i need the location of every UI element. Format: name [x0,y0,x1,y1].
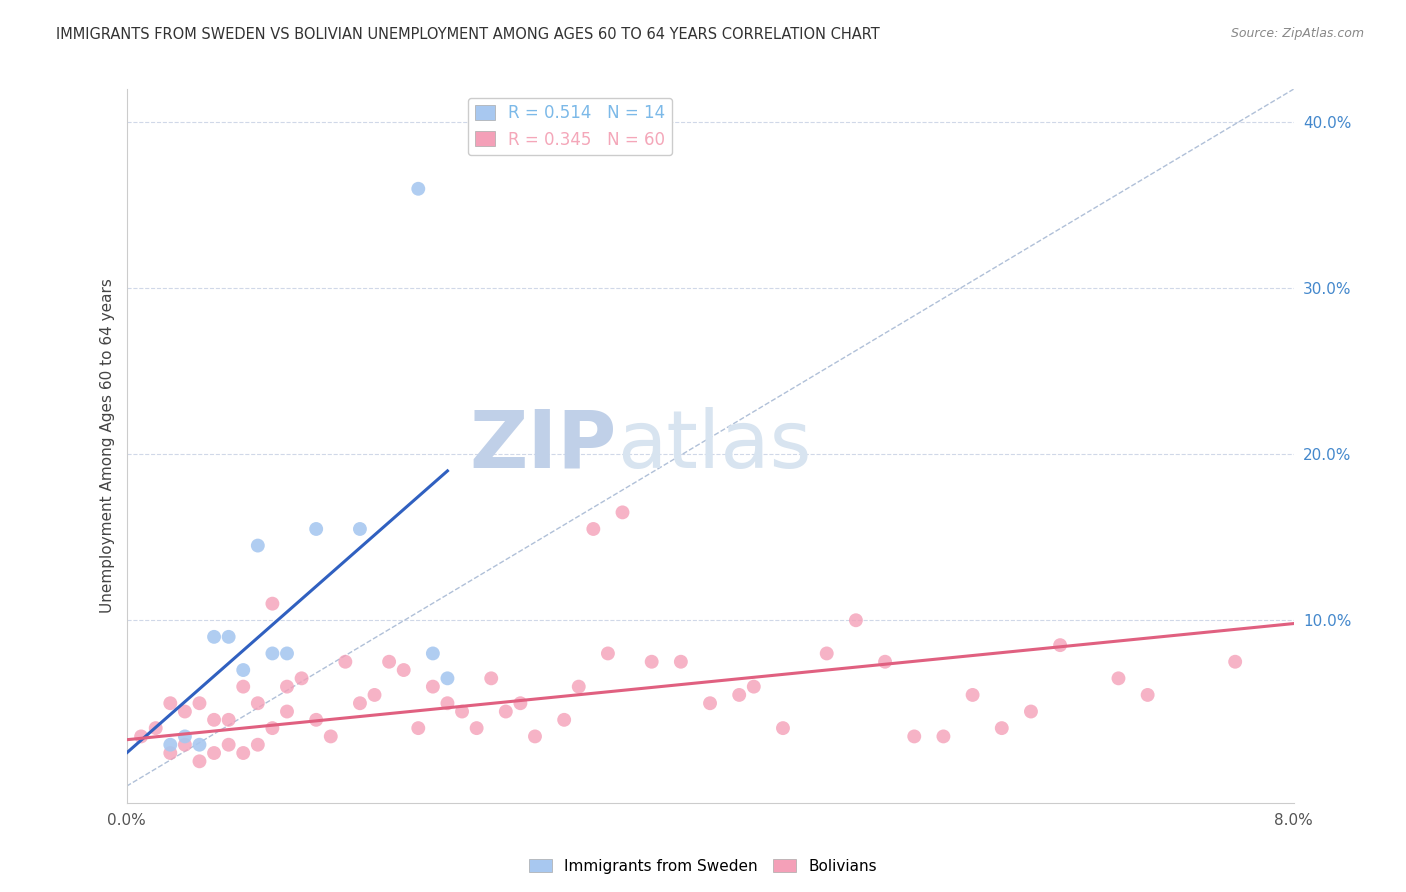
Text: Source: ZipAtlas.com: Source: ZipAtlas.com [1230,27,1364,40]
Text: atlas: atlas [617,407,811,485]
Point [408,182,430,196]
Point [305,522,328,536]
Point [640,655,664,669]
Point [1223,655,1247,669]
Point [188,738,211,752]
Point [276,680,298,694]
Point [174,705,197,719]
Y-axis label: Unemployment Among Ages 60 to 64 years: Unemployment Among Ages 60 to 64 years [100,278,115,614]
Point [990,721,1012,735]
Point [174,730,197,744]
Point [218,630,240,644]
Point [202,630,225,644]
Point [174,738,197,752]
Point [276,647,298,661]
Legend: Immigrants from Sweden, Bolivians: Immigrants from Sweden, Bolivians [523,853,883,880]
Point [188,696,211,710]
Point [232,680,254,694]
Point [290,671,312,685]
Point [845,613,868,627]
Point [742,680,765,694]
Point [232,663,254,677]
Point [596,647,619,661]
Point [246,738,269,752]
Point [363,688,385,702]
Point [815,647,838,661]
Point [699,696,721,710]
Point [1049,638,1071,652]
Point [523,730,546,744]
Point [932,730,955,744]
Point [159,738,181,752]
Point [873,655,897,669]
Point [218,738,240,752]
Point [903,730,925,744]
Point [465,721,488,735]
Point [495,705,517,719]
Point [612,505,634,519]
Point [553,713,575,727]
Point [232,746,254,760]
Text: ZIP: ZIP [470,407,617,485]
Point [669,655,692,669]
Point [378,655,401,669]
Point [422,680,444,694]
Point [1019,705,1042,719]
Point [451,705,474,719]
Point [422,647,444,661]
Point [408,721,430,735]
Point [772,721,794,735]
Point [436,671,458,685]
Point [319,730,342,744]
Point [962,688,984,702]
Point [335,655,357,669]
Point [479,671,502,685]
Point [1136,688,1159,702]
Point [159,696,181,710]
Point [159,746,181,760]
Point [188,754,211,768]
Point [262,721,284,735]
Point [509,696,531,710]
Text: IMMIGRANTS FROM SWEDEN VS BOLIVIAN UNEMPLOYMENT AMONG AGES 60 TO 64 YEARS CORREL: IMMIGRANTS FROM SWEDEN VS BOLIVIAN UNEMP… [56,27,880,42]
Point [262,647,284,661]
Point [218,713,240,727]
Point [202,746,225,760]
Point [262,597,284,611]
Point [202,713,225,727]
Point [246,696,269,710]
Point [568,680,591,694]
Point [436,696,458,710]
Point [392,663,415,677]
Point [582,522,605,536]
Point [305,713,328,727]
Point [145,721,167,735]
Point [1108,671,1130,685]
Point [728,688,751,702]
Point [349,522,371,536]
Point [276,705,298,719]
Point [349,696,371,710]
Point [246,539,269,553]
Point [129,730,152,744]
Legend: R = 0.514   N = 14, R = 0.345   N = 60: R = 0.514 N = 14, R = 0.345 N = 60 [468,97,672,155]
